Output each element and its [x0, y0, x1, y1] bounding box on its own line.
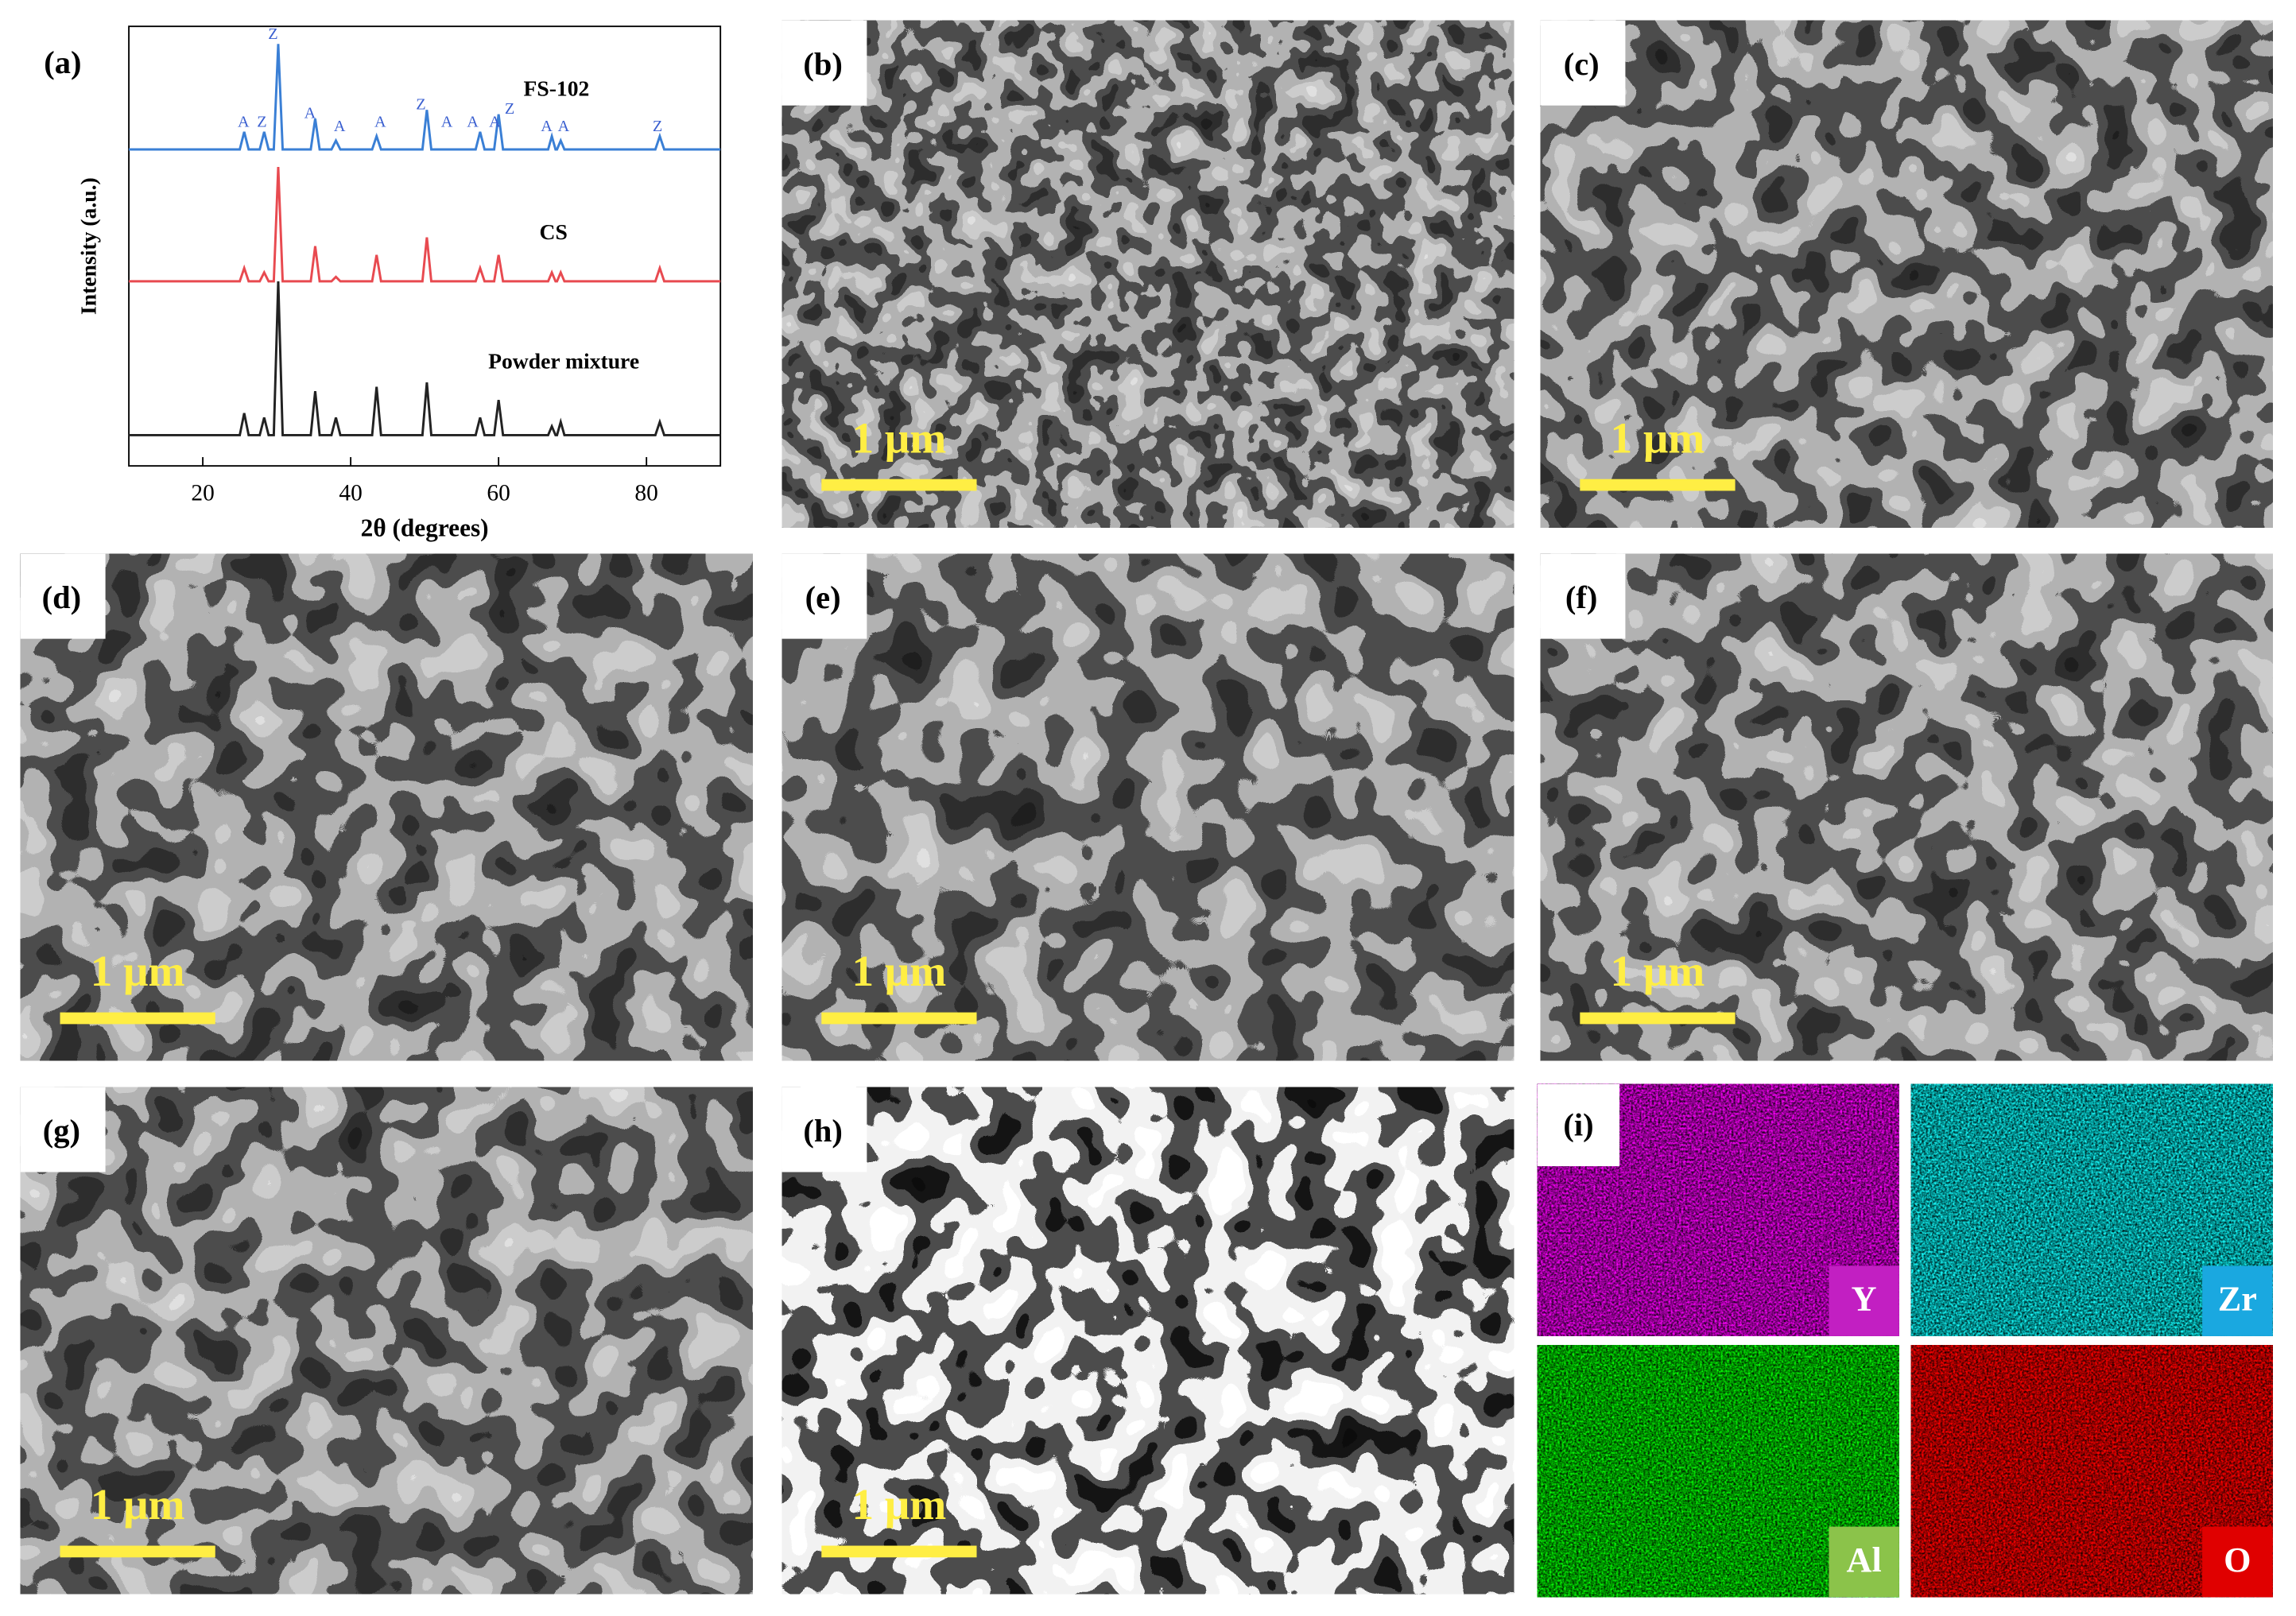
sem-panel: (b) 1 μm [781, 20, 1515, 528]
sem-image [781, 553, 1515, 1061]
series-label: CS [540, 219, 568, 244]
panel-label: (e) [805, 579, 841, 615]
peak-annotation: A [238, 113, 250, 130]
sem-panel: (h) 1 μm [781, 1087, 1515, 1595]
x-tick-label: 60 [487, 481, 510, 506]
peak-annotation: A [558, 118, 570, 135]
panel-label: (c) [1564, 46, 1600, 82]
peak-annotation: A [541, 118, 553, 135]
scale-bar-label: 1 μm [851, 413, 946, 462]
sem-panel: (d) 1 μm [20, 553, 753, 1061]
sem-image [20, 1087, 753, 1595]
peak-annotation: Z [257, 113, 266, 130]
eds-map: Y [1537, 1083, 1899, 1336]
scale-bar [60, 1545, 215, 1558]
x-tick-label: 80 [634, 481, 657, 506]
label-box [1537, 1083, 1620, 1167]
scale-bar [821, 1012, 977, 1025]
scale-bar-label: 1 μm [1611, 413, 1705, 462]
spectrum-line [129, 44, 721, 151]
eds-map: Al [1537, 1345, 1899, 1598]
sem-image [20, 553, 753, 1061]
peak-annotation: A [441, 113, 453, 130]
scale-bar [60, 1012, 215, 1025]
panel-label: (g) [43, 1113, 80, 1149]
peak-annotation: A [489, 113, 501, 130]
label-box [781, 20, 867, 106]
peak-annotation: Z [268, 25, 277, 43]
label-box [1540, 553, 1626, 639]
panel-label: (b) [803, 46, 843, 82]
peak-annotation: Z [505, 100, 514, 118]
peak-annotation: Z [416, 95, 425, 113]
eds-map: Zr [1910, 1083, 2273, 1336]
sem-panel: (e) 1 μm [781, 553, 1515, 1061]
panel-label: (i) [1563, 1107, 1593, 1143]
panel-label: (a) [44, 45, 81, 80]
element-label: Y [1852, 1280, 1877, 1319]
spectrum-line [129, 167, 721, 283]
label-box [781, 553, 867, 639]
element-tag [1829, 1265, 1899, 1336]
sem-panel: (g) 1 μm [20, 1087, 753, 1595]
scale-bar-label: 1 μm [91, 947, 185, 995]
element-tag [2202, 1526, 2273, 1598]
label-box [20, 553, 106, 639]
sem-panel: (f) 1 μm [1540, 553, 2273, 1061]
sem-image [1540, 553, 2273, 1061]
peak-annotation: A [334, 118, 346, 135]
peak-annotation: A [304, 104, 316, 122]
peak-annotation: A [374, 113, 386, 130]
x-tick-label: 20 [191, 481, 214, 506]
eds-map: O [1910, 1345, 2273, 1598]
peak-annotation: A [467, 113, 479, 130]
panel-label: (d) [42, 579, 82, 615]
sem-panel: (c) 1 μm [1540, 20, 2273, 528]
label-box [781, 1087, 867, 1172]
peak-annotation: Z [653, 118, 662, 135]
element-tag [2202, 1265, 2273, 1336]
scale-bar [821, 479, 977, 491]
scale-bar-label: 1 μm [91, 1480, 185, 1529]
sem-image [781, 20, 1515, 528]
scale-bar-label: 1 μm [851, 947, 946, 995]
scale-bar-label: 1 μm [1611, 947, 1705, 995]
element-tag [1829, 1526, 1899, 1598]
element-label: Zr [2218, 1280, 2257, 1319]
y-axis-label: Intensity (a.u.) [76, 177, 101, 315]
panel-label: (f) [1565, 579, 1597, 615]
scale-bar [1580, 1012, 1736, 1025]
x-axis-label: 2θ (degrees) [361, 513, 489, 541]
sem-image [1540, 20, 2273, 528]
spectrum-line [129, 281, 721, 436]
scale-bar-label: 1 μm [851, 1480, 946, 1529]
scale-bar [1580, 479, 1736, 491]
label-box [20, 1087, 106, 1172]
xrd-panel: (a) 2θ (degrees) Intensity (a.u.) [44, 25, 722, 541]
label-box [1540, 20, 1626, 106]
element-label: O [2224, 1540, 2251, 1579]
sem-image [781, 1087, 1515, 1595]
x-tick-label: 40 [339, 481, 362, 506]
panel-label: (h) [803, 1113, 843, 1149]
series-label: FS-102 [523, 76, 589, 101]
element-label: Al [1847, 1540, 1882, 1579]
plot-frame [128, 25, 722, 467]
scale-bar [821, 1545, 977, 1558]
series-label: Powder mixture [488, 348, 639, 373]
